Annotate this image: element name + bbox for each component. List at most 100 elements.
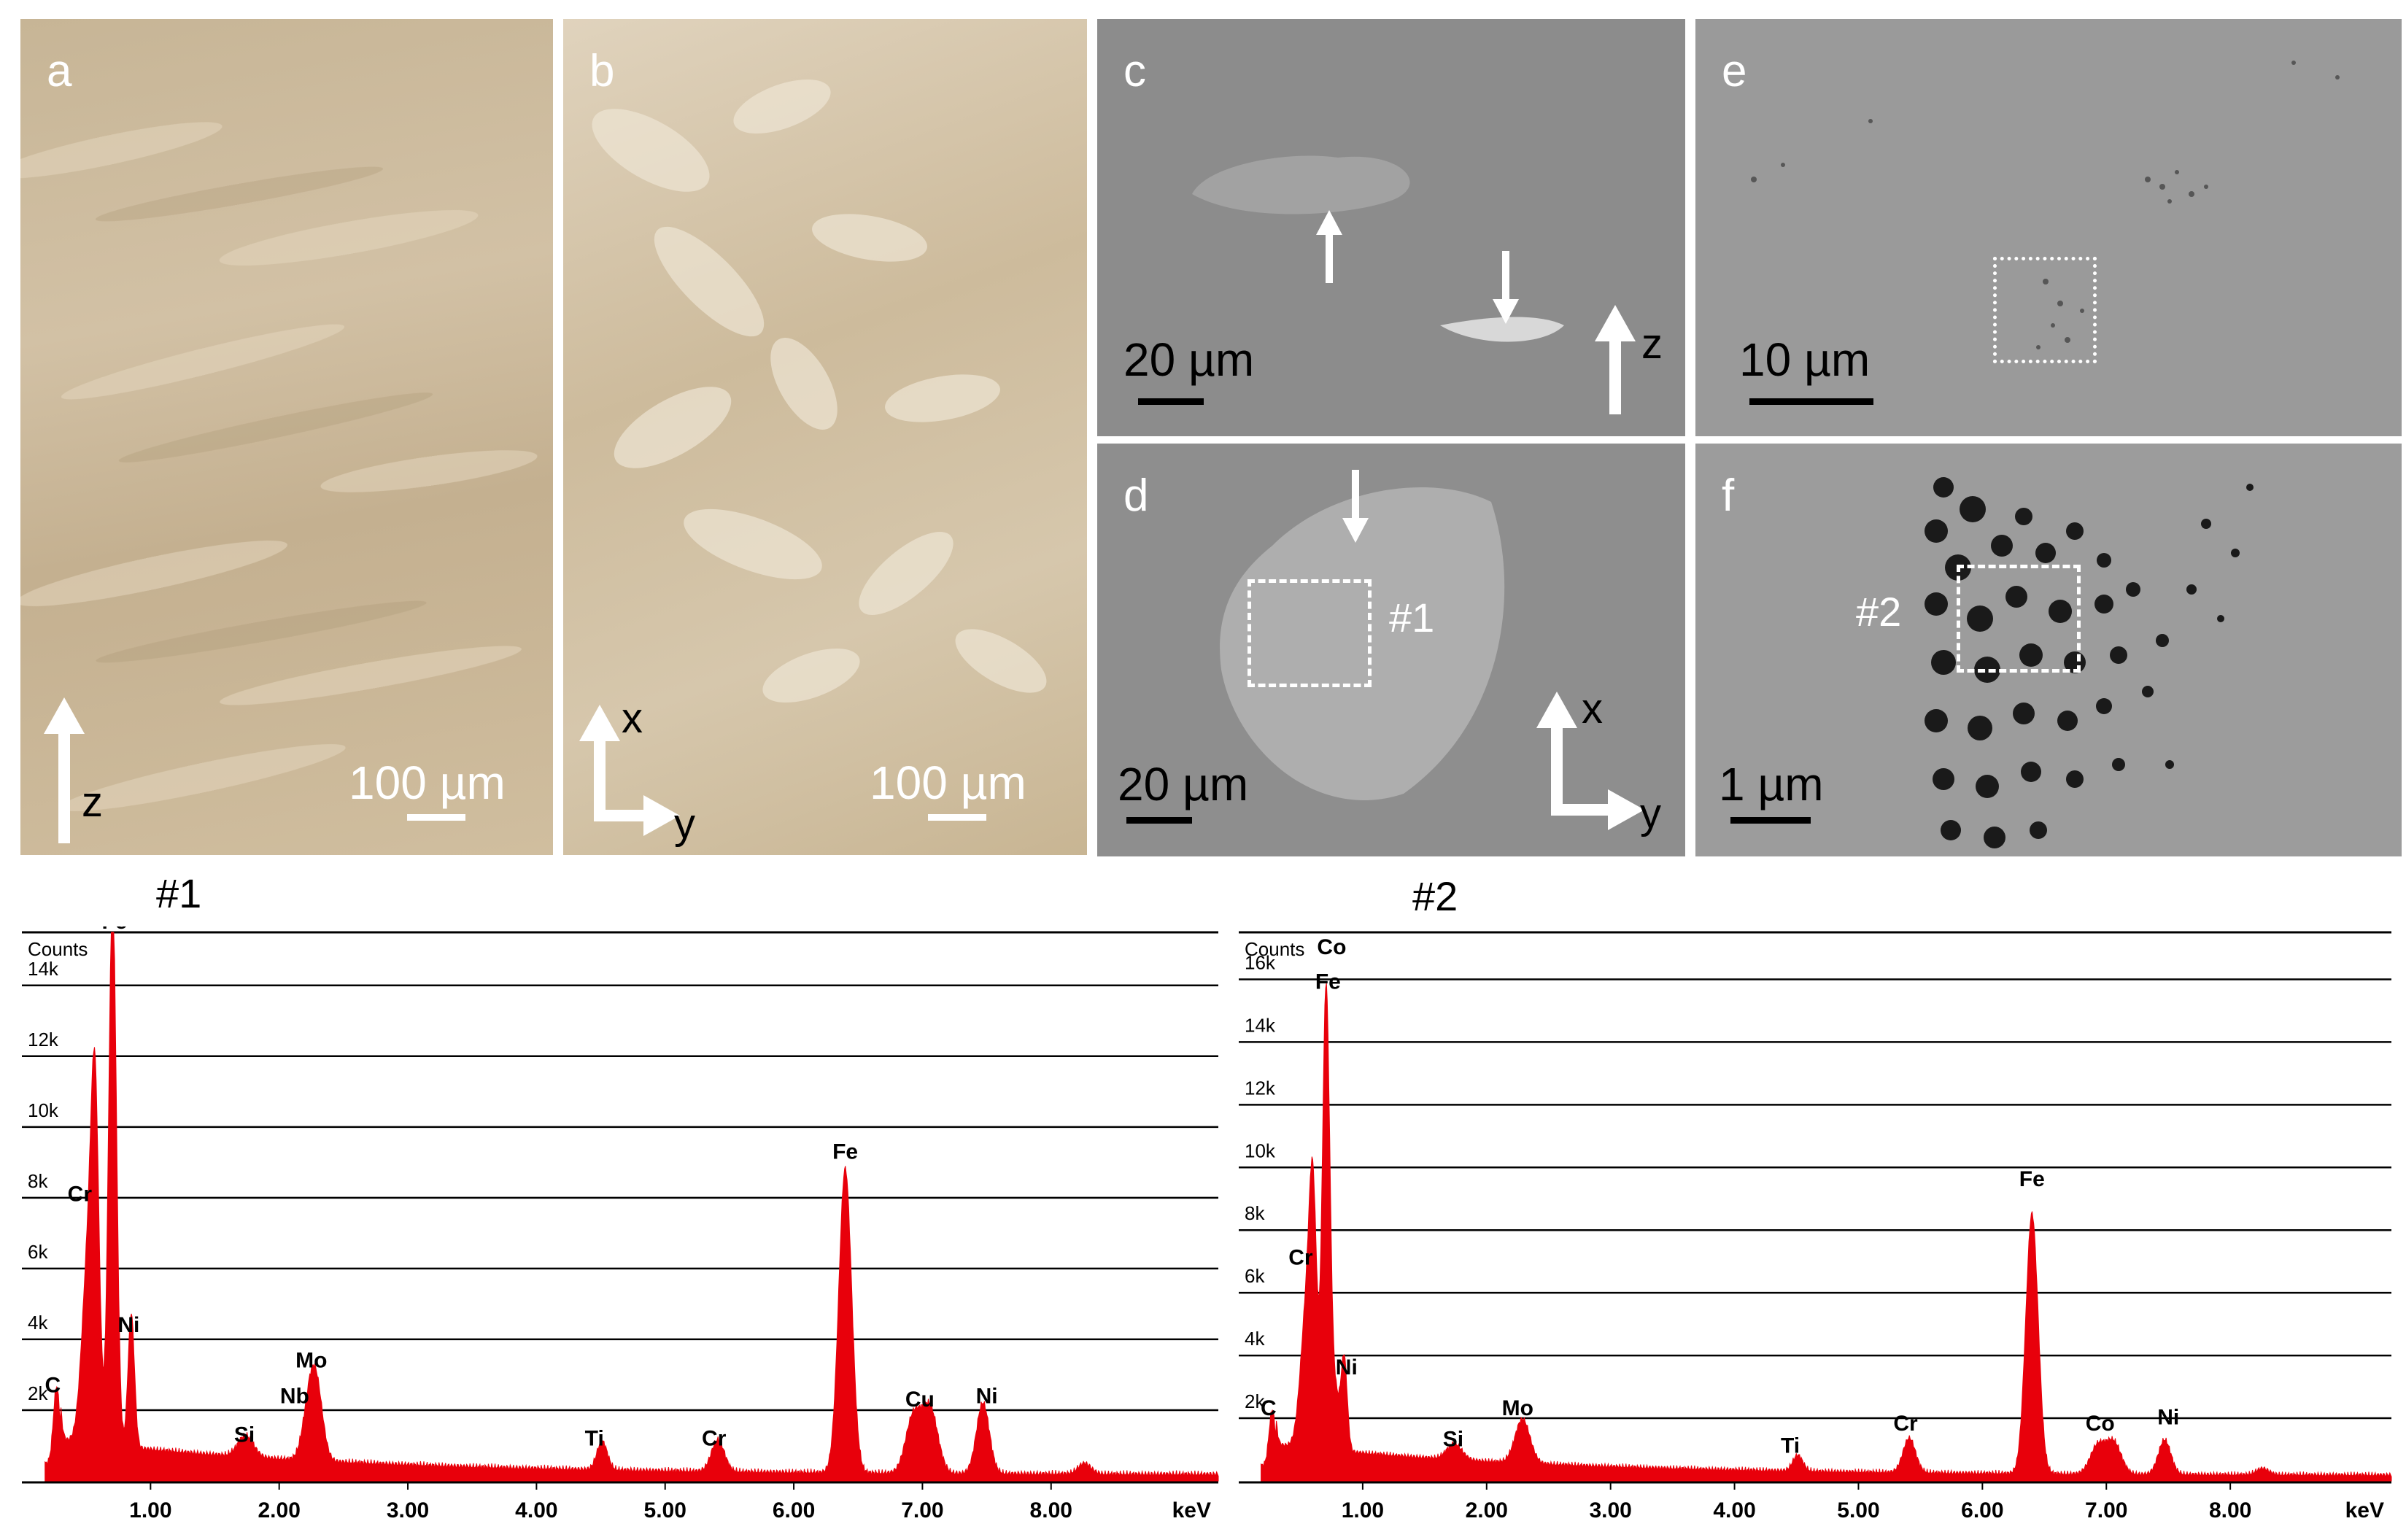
x-tick-label: 1.00 — [1342, 1498, 1384, 1522]
down-arrow-icon — [1493, 251, 1519, 324]
y-tick-label: 2k — [1245, 1390, 1265, 1412]
y-axis-label: Counts — [28, 938, 88, 960]
y-tick-label: 12k — [28, 1029, 59, 1050]
panel-b-optical-micrograph: b x y 100 µm — [563, 19, 1087, 855]
xy-axes-icon — [1536, 692, 1644, 830]
peak-label-ni: Ni — [976, 1384, 998, 1408]
panel-c-label: c — [1123, 46, 1146, 96]
y-tick-label: 8k — [28, 1170, 48, 1192]
x-tick-label: 2.00 — [1466, 1498, 1508, 1522]
y-tick-label: 6k — [1245, 1265, 1265, 1287]
peak-label-ni: Ni — [2157, 1406, 2179, 1430]
panel-a-texture — [20, 122, 538, 811]
panel-a-axis-z: z — [82, 778, 103, 826]
y-tick-label: 4k — [28, 1312, 48, 1334]
y-tick-label: 12k — [1245, 1077, 1276, 1099]
spectrum-area — [1261, 983, 2392, 1482]
panel-b-axis-x: x — [622, 694, 643, 742]
region-2-label: #2 — [1856, 589, 1902, 635]
z-direction-arrow — [1595, 305, 1636, 414]
y-axis-label: Counts — [1245, 938, 1304, 960]
peak-label-cr: Cr — [702, 1426, 727, 1450]
peak-label-cr: Cr — [1288, 1245, 1313, 1269]
spectrum-1-title: #1 — [156, 870, 202, 916]
y-tick-label: 10k — [28, 1099, 59, 1121]
peak-label-cu: Cu — [905, 1388, 935, 1412]
down-arrow-icon — [1342, 470, 1369, 543]
z-direction-arrow — [44, 697, 85, 843]
x-tick-label: 4.00 — [515, 1498, 557, 1522]
spectrum-2-title: #2 — [1412, 873, 1458, 919]
panel-a-scale-bar — [407, 814, 465, 821]
up-arrow-icon — [1316, 210, 1342, 283]
panel-e-sem-image: e 10 µm — [1695, 19, 2402, 436]
panel-e-scale-text: 10 µm — [1739, 333, 1871, 386]
peak-label-si: Si — [1443, 1428, 1463, 1452]
y-tick-label: 2k — [28, 1382, 48, 1404]
panel-c-sem-image: z c 20 µm — [1097, 19, 1685, 436]
spectrum-area — [45, 932, 1219, 1482]
panel-c-axis-z: z — [1641, 320, 1663, 368]
panel-b-texture — [592, 80, 1047, 703]
region-e-dotted-box — [1993, 257, 2097, 363]
x-tick-label: 2.00 — [258, 1498, 300, 1522]
panel-a-label: a — [47, 46, 72, 96]
panel-f-label: f — [1722, 471, 1735, 521]
peak-label-cr: Cr — [68, 1183, 93, 1207]
panel-f-scale-bar — [1730, 817, 1811, 824]
region-1-dashed-box — [1248, 579, 1372, 687]
panel-d-axis-y: y — [1640, 790, 1661, 837]
x-tick-label: 1.00 — [129, 1498, 171, 1522]
panel-f-features — [1925, 477, 2254, 848]
x-tick-label: 6.00 — [1961, 1498, 2003, 1522]
peak-label-co: Co — [2086, 1412, 2115, 1436]
y-tick-label: 6k — [28, 1241, 48, 1263]
x-axis-label: keV — [2345, 1498, 2384, 1522]
region-1-label: #1 — [1389, 595, 1435, 641]
y-tick-label: 10k — [1245, 1139, 1276, 1161]
panel-e-label: e — [1722, 46, 1747, 96]
x-tick-label: 4.00 — [1713, 1498, 1755, 1522]
panel-d-scale-bar — [1126, 817, 1192, 824]
peak-label-fe: Fe — [101, 926, 127, 934]
y-tick-label: 14k — [1245, 1014, 1276, 1036]
peak-label-ni: Ni — [117, 1313, 139, 1337]
panel-c-features — [1192, 155, 1564, 342]
x-tick-label: 3.00 — [387, 1498, 429, 1522]
peak-label-c: C — [45, 1374, 61, 1398]
y-tick-label: 4k — [1245, 1328, 1265, 1350]
panel-b-scale-bar — [928, 814, 986, 821]
panel-d-label: d — [1123, 471, 1149, 521]
x-tick-label: 7.00 — [901, 1498, 943, 1522]
panel-a-optical-micrograph: a z 100 µm — [20, 19, 553, 855]
peak-label-fe: Fe — [1315, 970, 1341, 994]
peak-label-fe: Fe — [2019, 1167, 2045, 1191]
peak-label-c: C — [1261, 1396, 1277, 1420]
y-tick-label: 16k — [1245, 951, 1276, 973]
peak-label-mo: Mo — [295, 1349, 327, 1373]
x-tick-label: 3.00 — [1589, 1498, 1631, 1522]
peak-label-fe: Fe — [832, 1140, 858, 1164]
x-tick-label: 5.00 — [1837, 1498, 1879, 1522]
y-tick-label: 8k — [1245, 1202, 1265, 1224]
panel-b-label: b — [589, 46, 615, 96]
peak-label-mo: Mo — [1502, 1396, 1533, 1420]
peak-label-ti: Ti — [1781, 1433, 1800, 1458]
panel-e-scale-bar — [1749, 398, 1873, 405]
x-tick-label: 7.00 — [2085, 1498, 2127, 1522]
panel-d-axis-x: x — [1582, 685, 1603, 732]
xy-axes-icon — [579, 705, 680, 836]
panel-d-scale-text: 20 µm — [1118, 758, 1249, 810]
y-tick-label: 14k — [28, 958, 59, 980]
x-tick-label: 8.00 — [2209, 1498, 2251, 1522]
panel-a-scale-text: 100 µm — [349, 757, 506, 809]
peak-label-cr: Cr — [1893, 1412, 1918, 1436]
x-tick-label: 6.00 — [773, 1498, 815, 1522]
panel-d-sem-image: #1 x y d 20 µm — [1097, 444, 1685, 856]
region-2-dashed-box — [1957, 565, 2081, 673]
panel-c-scale-bar — [1138, 398, 1204, 405]
x-axis-label: keV — [1172, 1498, 1211, 1522]
peak-label-nb: Nb — [280, 1384, 309, 1408]
